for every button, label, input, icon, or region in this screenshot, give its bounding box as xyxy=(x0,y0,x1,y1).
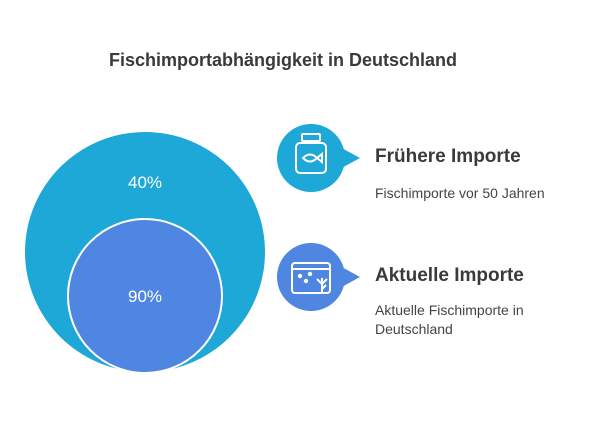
legend-description: Fischimporte vor 50 Jahren xyxy=(375,185,545,201)
diagram-title: Fischimportabhängigkeit in Deutschland xyxy=(108,50,458,70)
inner-circle xyxy=(67,218,223,374)
legend-heading: Frühere Importe xyxy=(375,146,521,167)
legend-description: Aktuelle Fischimporte in Deutschland xyxy=(375,302,524,337)
legend-marker-frühere xyxy=(277,124,360,192)
aquarium-icon xyxy=(291,262,331,294)
legend-heading: Aktuelle Importe xyxy=(375,265,524,286)
legend-marker-aktuelle xyxy=(277,243,360,311)
fish-jar-icon xyxy=(295,133,327,174)
outer-circle-label: 40% xyxy=(128,173,162,192)
inner-circle-label: 90% xyxy=(128,287,162,306)
